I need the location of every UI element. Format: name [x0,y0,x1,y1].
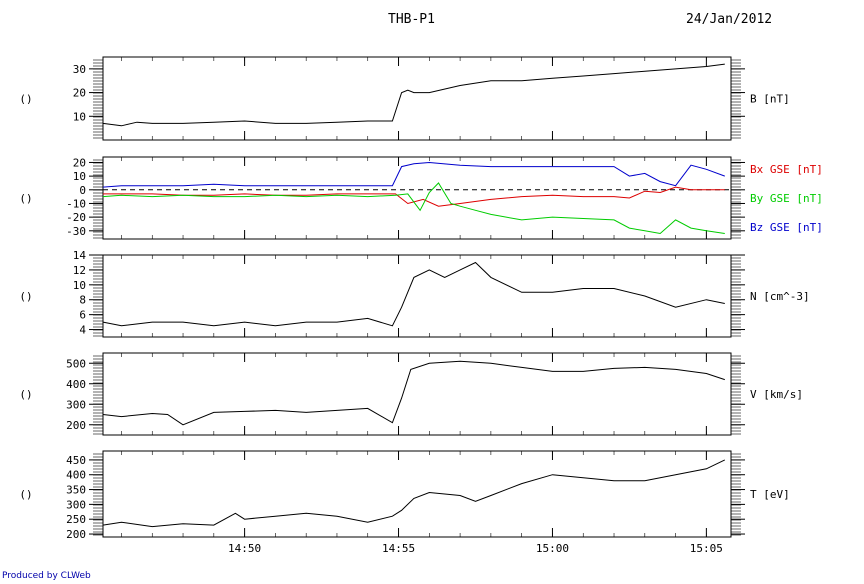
y-tick-label: 30 [73,63,86,76]
y-tick-label: 6 [79,309,86,322]
y-tick-label: 20 [73,156,86,169]
y-tick-label: 300 [66,398,86,411]
panel-frame [102,254,732,338]
panel-frame [102,450,732,538]
panel-B: 10 20 30 () B [nT] [19,56,790,141]
y-tick-label: 200 [66,419,86,432]
series-line-N [102,261,725,327]
series-line-BGSE-bz [102,161,725,188]
panel-right-label: Bz GSE [nT] [750,221,823,234]
y-tick-label: -10 [66,197,86,210]
y-tick-label: 4 [79,324,86,337]
y-tick-label: -30 [66,225,86,238]
panel-frame [102,352,732,436]
y-tick-label: 10 [73,279,86,292]
y-tick-label: 10 [73,110,86,123]
panel-left-label: () [19,388,32,401]
chart-title: THB-P1 [388,12,435,27]
y-tick-label: 500 [66,357,86,370]
panel-right-label: N [cm^-3] [750,290,810,303]
y-tick-label: 0 [79,184,86,197]
series-line-V [102,360,725,426]
y-tick-label: 8 [79,294,86,307]
panel-V: 200 300 400 500 () V [km/s] [19,352,803,436]
y-tick-label: 350 [66,484,86,497]
y-tick-label: 400 [66,469,86,482]
y-tick-label: 450 [66,454,86,467]
y-tick-label: 12 [73,264,86,277]
credit-text: Produced by CLWeb [2,571,91,581]
y-tick-label: 14 [73,249,87,262]
y-tick-label: -20 [66,211,86,224]
panel-right-label: Bx GSE [nT] [750,163,823,176]
y-tick-label: 250 [66,513,86,526]
panel-frame [102,56,732,141]
panel-left-label: () [19,290,32,303]
panel-right-label: By GSE [nT] [750,192,823,205]
panel-left-label: () [19,192,32,205]
x-tick-label: 15:05 [690,542,723,555]
chart-date: 24/Jan/2012 [686,12,772,27]
panel-right-label: T [eV] [750,488,790,501]
panel-N: 4 6 8 10 12 14 () N [cm^-3] [19,249,810,338]
series-line-BGSE-bx [103,186,725,207]
panel-left-label: () [19,93,32,106]
x-tick-label: 14:50 [228,542,261,555]
panel-left-label: () [19,488,32,501]
panel-frame [102,156,732,240]
panel-right-label: B [nT] [750,93,790,106]
x-tick-label: 15:00 [536,542,569,555]
series-line-BGSE-by [102,182,725,235]
y-tick-label: 10 [73,170,86,183]
series-line-T [102,459,726,528]
y-tick-label: 300 [66,498,86,511]
y-tick-label: 20 [73,87,86,100]
y-tick-label: 200 [66,528,86,541]
y-tick-label: 400 [66,378,86,391]
panel-right-label: V [km/s] [750,388,803,401]
series-line-B [102,63,725,127]
x-tick-label: 14:55 [382,542,415,555]
